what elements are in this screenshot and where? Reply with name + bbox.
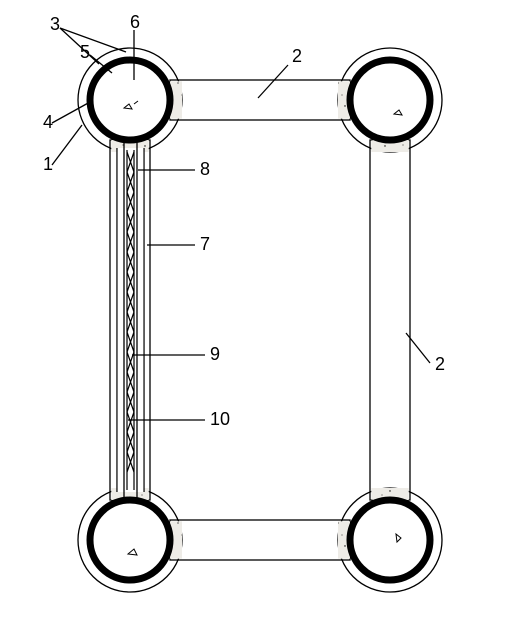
leader-l3b	[60, 28, 126, 52]
node-tr-core	[354, 64, 426, 136]
leader-l1	[52, 125, 82, 165]
node-bl-core	[94, 504, 166, 576]
label-l1: 1	[43, 154, 53, 174]
bar-bottom	[170, 520, 350, 560]
label-l6: 6	[130, 12, 140, 32]
leader-l4	[52, 102, 90, 123]
node-br-core	[354, 504, 426, 576]
label-l2b: 2	[435, 354, 445, 374]
label-l7: 7	[200, 234, 210, 254]
label-l2a: 2	[292, 46, 302, 66]
label-l10: 10	[210, 409, 230, 429]
bar-top	[170, 80, 350, 120]
leader-l2a	[258, 65, 288, 98]
core-marks	[124, 101, 402, 555]
label-l8: 8	[200, 159, 210, 179]
label-l9: 9	[210, 344, 220, 364]
left-bar-internal	[117, 140, 144, 500]
label-l3: 3	[50, 14, 60, 34]
bar-right	[370, 140, 410, 500]
node-tl-core	[94, 64, 166, 136]
label-l5: 5	[80, 42, 90, 62]
label-l4: 4	[43, 112, 53, 132]
